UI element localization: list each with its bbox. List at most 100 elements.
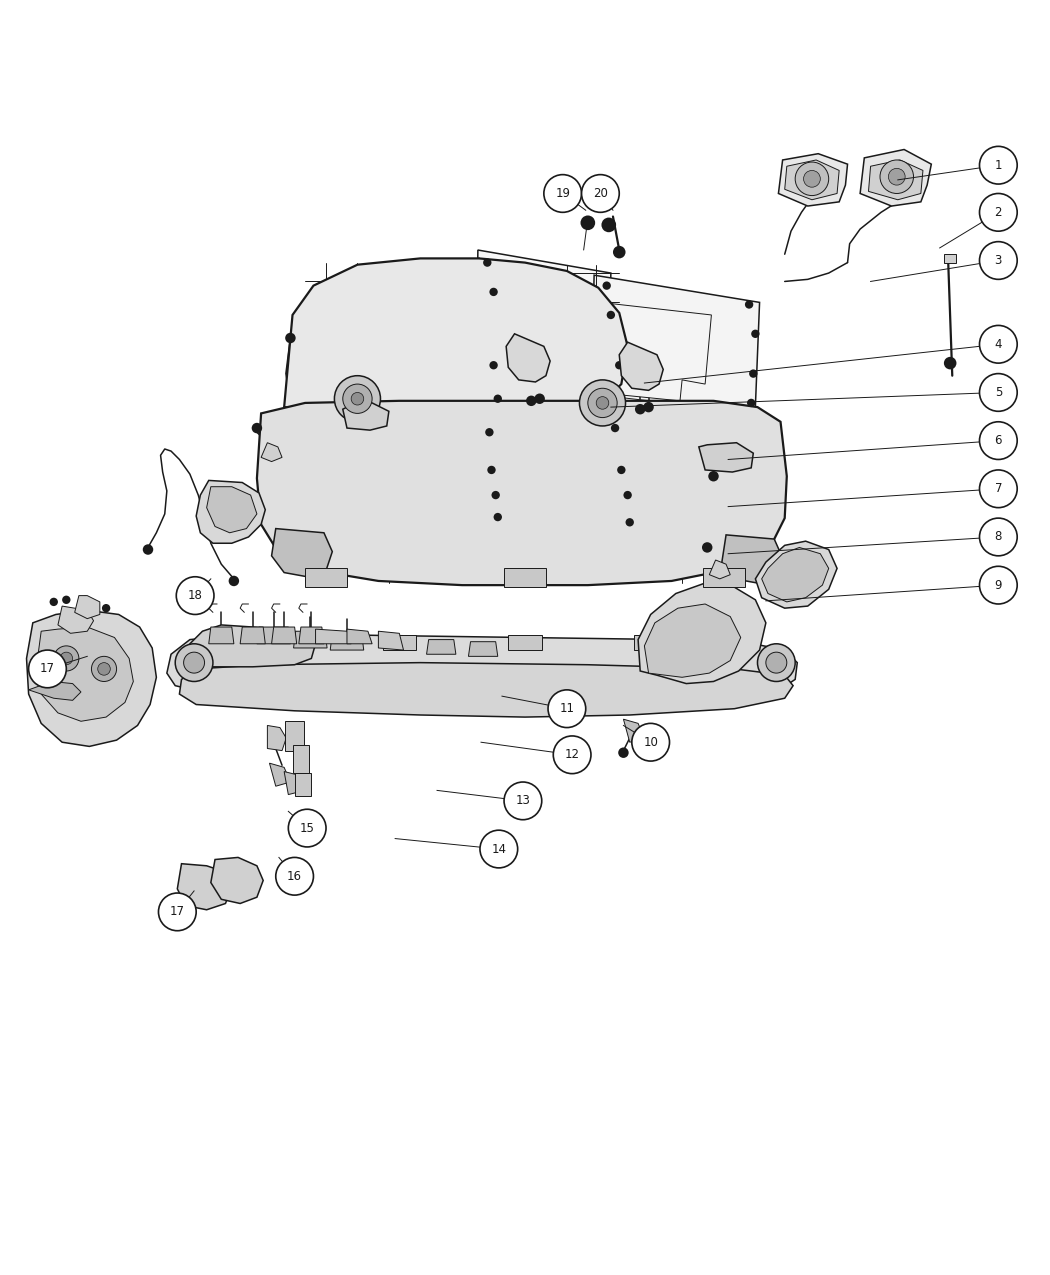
Polygon shape <box>268 725 287 751</box>
Polygon shape <box>261 442 282 462</box>
Text: 2: 2 <box>994 205 1002 219</box>
Polygon shape <box>490 279 596 374</box>
Polygon shape <box>272 627 297 644</box>
Circle shape <box>611 423 619 432</box>
Circle shape <box>980 470 1017 507</box>
Polygon shape <box>58 606 93 634</box>
Circle shape <box>582 175 620 213</box>
Circle shape <box>980 518 1017 556</box>
Polygon shape <box>190 625 316 671</box>
Polygon shape <box>37 627 133 722</box>
Circle shape <box>351 393 363 405</box>
Circle shape <box>98 663 110 676</box>
Polygon shape <box>590 394 706 493</box>
Circle shape <box>252 423 262 434</box>
Text: 4: 4 <box>994 338 1002 351</box>
Polygon shape <box>722 536 782 583</box>
Polygon shape <box>588 275 759 562</box>
Circle shape <box>744 301 753 309</box>
Polygon shape <box>860 149 931 207</box>
Polygon shape <box>638 583 765 683</box>
Text: 18: 18 <box>188 589 203 602</box>
Text: 6: 6 <box>994 434 1002 448</box>
Circle shape <box>944 357 957 370</box>
Circle shape <box>489 288 498 296</box>
Polygon shape <box>699 442 753 472</box>
Circle shape <box>184 652 205 673</box>
Circle shape <box>702 542 713 552</box>
Polygon shape <box>299 627 324 644</box>
Circle shape <box>487 465 496 474</box>
Circle shape <box>618 747 629 757</box>
Circle shape <box>607 311 615 319</box>
Circle shape <box>54 646 79 671</box>
Text: 14: 14 <box>491 843 506 856</box>
Polygon shape <box>508 635 542 650</box>
Circle shape <box>534 394 545 404</box>
Circle shape <box>544 175 582 213</box>
Circle shape <box>548 690 586 728</box>
Circle shape <box>626 518 634 527</box>
Circle shape <box>615 390 624 399</box>
Polygon shape <box>272 529 332 576</box>
Polygon shape <box>211 857 264 904</box>
Polygon shape <box>624 719 645 742</box>
Polygon shape <box>710 560 730 579</box>
Circle shape <box>491 491 500 500</box>
Circle shape <box>489 361 498 370</box>
Polygon shape <box>306 569 346 588</box>
Text: 9: 9 <box>994 579 1002 592</box>
Circle shape <box>229 576 239 587</box>
Polygon shape <box>346 629 372 644</box>
Polygon shape <box>426 640 456 654</box>
Circle shape <box>494 394 502 403</box>
Polygon shape <box>761 547 828 602</box>
Polygon shape <box>278 635 312 650</box>
Polygon shape <box>868 159 923 200</box>
Circle shape <box>613 246 626 259</box>
Polygon shape <box>207 487 257 533</box>
Circle shape <box>980 194 1017 231</box>
Circle shape <box>159 892 196 931</box>
Circle shape <box>980 422 1017 459</box>
Text: 12: 12 <box>565 748 580 761</box>
Circle shape <box>980 374 1017 412</box>
Polygon shape <box>485 367 592 464</box>
Polygon shape <box>257 400 786 585</box>
Polygon shape <box>342 403 388 430</box>
Polygon shape <box>784 159 839 200</box>
Circle shape <box>749 370 757 377</box>
Text: 20: 20 <box>593 187 608 200</box>
Circle shape <box>880 159 914 194</box>
Circle shape <box>289 810 327 847</box>
Polygon shape <box>382 635 416 650</box>
Circle shape <box>176 576 214 615</box>
Circle shape <box>980 566 1017 604</box>
Polygon shape <box>286 722 304 751</box>
Circle shape <box>553 736 591 774</box>
Polygon shape <box>475 250 611 533</box>
Polygon shape <box>378 631 403 650</box>
Polygon shape <box>28 681 81 700</box>
Circle shape <box>751 330 759 338</box>
Circle shape <box>795 162 828 195</box>
Circle shape <box>980 242 1017 279</box>
Text: 17: 17 <box>40 663 55 676</box>
Polygon shape <box>270 764 291 787</box>
Polygon shape <box>257 627 291 644</box>
Text: 10: 10 <box>644 736 658 748</box>
Polygon shape <box>718 635 751 650</box>
Polygon shape <box>330 634 363 650</box>
Circle shape <box>632 723 670 761</box>
Circle shape <box>286 333 296 343</box>
Circle shape <box>980 147 1017 184</box>
Circle shape <box>596 397 609 409</box>
Polygon shape <box>316 629 351 644</box>
Circle shape <box>494 513 502 521</box>
Circle shape <box>175 644 213 681</box>
Circle shape <box>888 168 905 185</box>
Polygon shape <box>26 611 156 746</box>
Circle shape <box>342 384 372 413</box>
Circle shape <box>581 215 595 230</box>
Polygon shape <box>75 595 100 618</box>
